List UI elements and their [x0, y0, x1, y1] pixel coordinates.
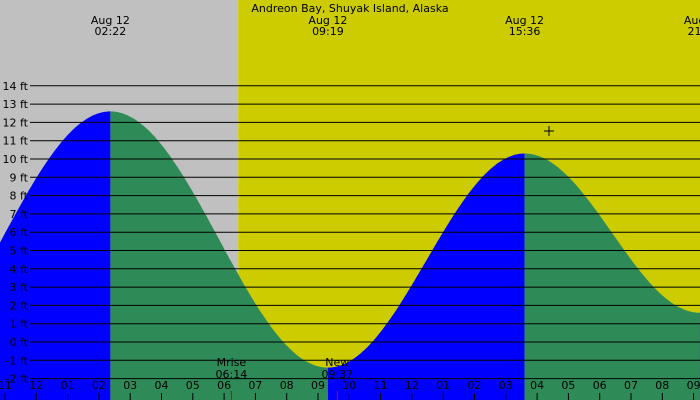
x-axis-hour-label: 07	[624, 379, 638, 392]
x-axis-hour-label: 08	[655, 379, 669, 392]
y-axis-label: 5 ft	[10, 245, 29, 258]
x-axis-hour-label: 02	[468, 379, 482, 392]
x-axis-hour-label: 01	[436, 379, 450, 392]
x-axis-hour-label: 03	[123, 379, 137, 392]
y-axis-label: 8 ft	[10, 190, 29, 203]
y-axis-label: 14 ft	[3, 80, 29, 93]
extreme-date-label: Aug 1	[684, 14, 700, 27]
x-axis-hour-label: 05	[186, 379, 200, 392]
rising-tide-segment	[327, 153, 525, 400]
x-axis-hour-label: 07	[248, 379, 262, 392]
y-axis-labels: 14 ft 13 ft 12 ft 11 ft 10 ft 9 ft 8 ft 7 ft 6 f…	[3, 80, 29, 386]
x-axis-hour-label: 08	[280, 379, 294, 392]
x-axis-hour-label: 10	[342, 379, 356, 392]
y-axis-label: 0 ft	[10, 336, 29, 349]
rising-tide-segment	[0, 111, 111, 400]
y-axis-label: 13 ft	[3, 98, 29, 111]
y-axis-label: 3 ft	[10, 281, 29, 294]
x-axis-hour-label: 11	[374, 379, 388, 392]
extreme-time-label: 02:22	[95, 25, 127, 38]
falling-tide-segment	[524, 153, 700, 400]
tide-area	[0, 111, 700, 400]
x-axis-hour-label: 12	[405, 379, 419, 392]
extreme-time-label: 15:36	[509, 25, 541, 38]
chart-title: Andreon Bay, Shuyak Island, Alaska	[251, 2, 448, 15]
extreme-time-label: 09:19	[312, 25, 344, 38]
y-axis-label: 1 ft	[10, 318, 29, 331]
x-axis-hour-label: 06	[217, 379, 231, 392]
extreme-date-label: Aug 12	[91, 14, 130, 27]
x-axis-labels: 11 12 01 02 03 04 05 06 07 08 09 10 11 12 01 02 03 04 05 06…	[0, 379, 700, 400]
extreme-date-label: Aug 12	[505, 14, 544, 27]
y-axis-label: -1 ft	[6, 354, 29, 367]
x-axis-hour-label: 09	[311, 379, 325, 392]
y-axis-label: 4 ft	[10, 263, 29, 276]
grid-lines	[30, 85, 700, 380]
extreme-date-label: Aug 12	[308, 14, 347, 27]
y-axis-label: 11 ft	[3, 135, 29, 148]
x-axis-hour-label: 04	[155, 379, 169, 392]
y-axis-label: 6 ft	[10, 226, 29, 239]
x-axis-hour-label: 12	[29, 379, 43, 392]
event-name-label: New	[325, 356, 349, 369]
extreme-time-label: 21:1	[688, 25, 700, 38]
y-axis-label: 9 ft	[10, 171, 29, 184]
y-axis-label: 12 ft	[3, 116, 29, 129]
x-axis-hour-label: 02	[92, 379, 106, 392]
y-axis-label: -2 ft	[6, 373, 29, 386]
x-axis-hour-label: 03	[499, 379, 513, 392]
x-axis-hour-label: 06	[593, 379, 607, 392]
event-time-label: 06:14	[216, 368, 248, 381]
x-axis-hour-label: 11	[0, 379, 12, 392]
x-axis-hour-label: 04	[530, 379, 544, 392]
y-axis-label: 2 ft	[10, 299, 29, 312]
y-axis-label: 7 ft	[10, 208, 29, 221]
y-axis-label: 10 ft	[3, 153, 29, 166]
event-name-label: Mrise	[217, 356, 247, 369]
falling-tide-segment	[110, 111, 328, 400]
x-axis-hour-label: 01	[61, 379, 75, 392]
cursor-crosshair	[544, 126, 554, 136]
event-time-label: 09:37	[321, 368, 353, 381]
x-axis-hour-label: 09	[687, 379, 700, 392]
x-axis-hour-label: 05	[561, 379, 575, 392]
